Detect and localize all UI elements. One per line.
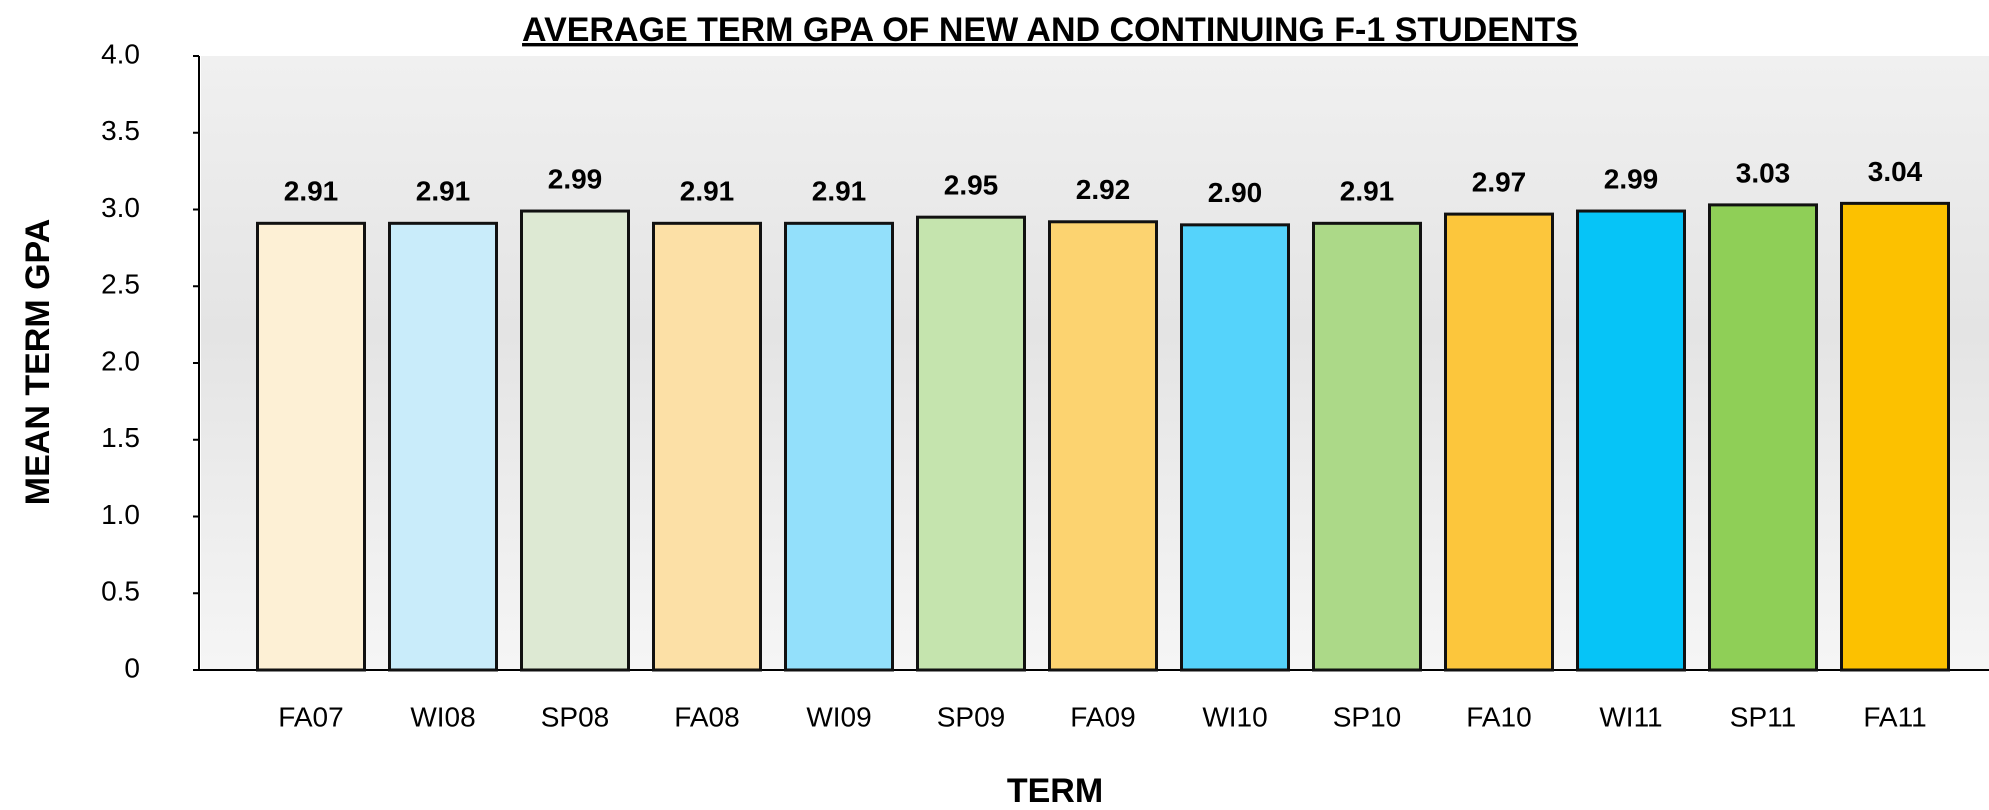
y-tick-label: 0	[124, 652, 140, 683]
x-tick-label: FA11	[1863, 701, 1926, 732]
value-label: 3.03	[1736, 157, 1791, 188]
x-tick-label: FA09	[1070, 701, 1135, 732]
chart-title: AVERAGE TERM GPA OF NEW AND CONTINUING F…	[522, 11, 1578, 49]
x-tick-label: SP11	[1730, 701, 1796, 732]
y-axis-label: MEAN TERM GPA	[19, 219, 57, 505]
value-label: 2.91	[284, 176, 339, 207]
value-label: 2.95	[944, 170, 999, 201]
value-label: 2.91	[812, 176, 867, 207]
x-tick-label: SP09	[937, 701, 1006, 732]
x-tick-label: WI08	[410, 701, 475, 732]
x-tick-label: FA07	[278, 701, 343, 732]
value-label: 2.91	[416, 176, 471, 207]
value-label: 3.04	[1868, 156, 1923, 187]
bar	[1048, 220, 1158, 672]
x-tick-label: SP08	[541, 701, 610, 732]
y-tick-label: 2.0	[101, 345, 140, 376]
x-tick-label: FA08	[674, 701, 739, 732]
y-tick-label: 4.0	[101, 38, 140, 69]
x-tick-label: SP10	[1333, 701, 1402, 732]
y-tick-label: 1.0	[101, 499, 140, 530]
x-axis-label: TERM	[1007, 772, 1103, 810]
x-tick-label: WI09	[806, 701, 871, 732]
bar	[784, 221, 894, 672]
bar	[1840, 201, 1950, 672]
bar	[1708, 203, 1818, 672]
bar	[256, 221, 366, 672]
bar	[1576, 209, 1686, 672]
y-tick-label: 0.5	[101, 576, 140, 607]
value-label: 2.91	[1340, 176, 1395, 207]
bar	[388, 221, 498, 672]
bar	[1180, 223, 1290, 672]
bar	[520, 209, 630, 672]
y-tick-label: 1.5	[101, 422, 140, 453]
value-label: 2.91	[680, 176, 735, 207]
bar	[652, 221, 762, 672]
y-tick-label: 3.5	[101, 115, 140, 146]
bar	[916, 215, 1026, 672]
x-tick-label: WI11	[1599, 701, 1662, 732]
value-label: 2.97	[1472, 166, 1527, 197]
x-tick-label: FA10	[1466, 701, 1531, 732]
bar	[1312, 221, 1422, 672]
y-tick-label: 2.5	[101, 269, 140, 300]
value-label: 2.99	[1604, 163, 1659, 194]
value-label: 2.92	[1076, 174, 1131, 205]
bar	[1444, 212, 1554, 672]
y-tick-label: 3.0	[101, 192, 140, 223]
x-tick-label: WI10	[1202, 701, 1267, 732]
value-label: 2.99	[548, 163, 603, 194]
value-label: 2.90	[1208, 177, 1263, 208]
